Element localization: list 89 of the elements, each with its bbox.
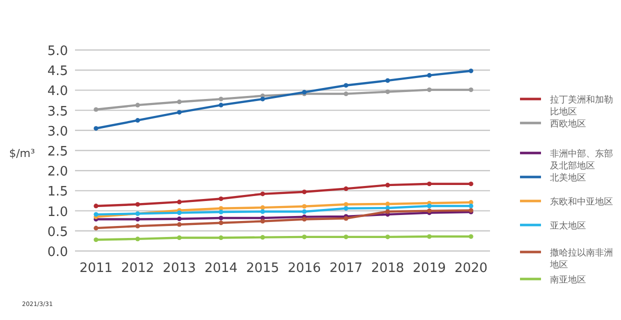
x-tick-label: 2015 bbox=[246, 261, 280, 276]
point bbox=[94, 212, 98, 217]
y-tick-label: 1.0 bbox=[47, 204, 68, 220]
legend-label: 拉丁美洲和加勒比地区 bbox=[550, 94, 613, 118]
point bbox=[427, 73, 432, 78]
point bbox=[260, 96, 265, 102]
point bbox=[427, 234, 432, 239]
point bbox=[468, 234, 474, 239]
point bbox=[260, 205, 265, 210]
point bbox=[344, 202, 348, 207]
x-tick-label: 2019 bbox=[412, 261, 446, 276]
y-tick-label: 2.0 bbox=[47, 164, 68, 180]
point bbox=[94, 107, 98, 112]
point bbox=[385, 209, 390, 214]
point bbox=[468, 204, 474, 208]
point bbox=[218, 210, 224, 214]
point bbox=[177, 100, 182, 104]
point bbox=[135, 102, 140, 108]
point bbox=[385, 202, 390, 206]
point bbox=[218, 96, 224, 102]
point bbox=[302, 209, 307, 214]
legend-label: 撒哈拉以南非洲地区 bbox=[549, 248, 613, 270]
point bbox=[427, 204, 432, 208]
point bbox=[344, 92, 348, 96]
point bbox=[344, 83, 348, 88]
point bbox=[218, 102, 224, 108]
point bbox=[385, 78, 390, 83]
point bbox=[135, 224, 140, 228]
point bbox=[427, 88, 432, 92]
point bbox=[260, 209, 265, 214]
point bbox=[94, 126, 98, 131]
point bbox=[385, 90, 390, 94]
y-axis-title: $/m³ bbox=[9, 147, 35, 160]
point bbox=[344, 234, 348, 240]
y-tick-label: 3.5 bbox=[47, 104, 68, 120]
point bbox=[468, 68, 474, 74]
y-tick-label: 2.5 bbox=[47, 144, 68, 160]
x-tick-label: 2013 bbox=[162, 261, 196, 276]
legend-label: 西欧地区 bbox=[550, 118, 586, 130]
y-tick-label: 0.5 bbox=[47, 224, 68, 240]
point bbox=[218, 216, 224, 220]
x-tick-label: 2011 bbox=[79, 261, 113, 276]
point bbox=[218, 235, 224, 240]
x-tick-label: 2018 bbox=[371, 261, 404, 276]
x-tick-label: 2020 bbox=[454, 261, 488, 276]
point bbox=[344, 186, 348, 191]
point bbox=[135, 236, 140, 242]
point bbox=[94, 237, 98, 242]
point bbox=[177, 200, 182, 204]
point bbox=[302, 234, 307, 240]
point bbox=[218, 220, 224, 226]
point bbox=[302, 204, 307, 209]
y-tick-label: 4.0 bbox=[47, 84, 68, 100]
point bbox=[385, 182, 390, 188]
legend-label: 非洲中部、东部及北部地区 bbox=[550, 148, 613, 172]
x-tick-label: 2014 bbox=[204, 261, 238, 276]
point bbox=[260, 192, 265, 196]
point bbox=[177, 216, 182, 222]
point bbox=[135, 118, 140, 123]
x-tick-label: 2017 bbox=[329, 261, 363, 276]
point bbox=[302, 190, 307, 194]
x-tick-label: 2012 bbox=[121, 261, 154, 276]
point bbox=[94, 226, 98, 230]
point bbox=[177, 110, 182, 115]
point bbox=[302, 216, 307, 222]
point bbox=[177, 235, 182, 240]
point bbox=[177, 210, 182, 216]
point bbox=[135, 202, 140, 207]
legend-label: 亚太地区 bbox=[550, 220, 586, 232]
point bbox=[344, 206, 348, 211]
point bbox=[218, 196, 224, 202]
point bbox=[260, 235, 265, 240]
point bbox=[177, 222, 182, 227]
y-tick-label: 0.0 bbox=[47, 245, 68, 260]
point bbox=[468, 182, 474, 186]
point bbox=[260, 218, 265, 224]
y-tick-label: 1.5 bbox=[47, 184, 68, 200]
y-tick-label: 5.0 bbox=[47, 44, 68, 59]
point bbox=[135, 216, 140, 222]
x-tick-label: 2016 bbox=[288, 261, 321, 276]
y-tick-label: 3.0 bbox=[47, 124, 68, 140]
legend-label: 东欧和中亚地区 bbox=[550, 196, 613, 208]
y-tick-label: 4.5 bbox=[47, 64, 68, 80]
legend-label: 北美地区 bbox=[550, 172, 586, 184]
point bbox=[468, 88, 474, 92]
point bbox=[94, 204, 98, 208]
legend-label: 南亚地区 bbox=[550, 274, 586, 286]
point bbox=[427, 182, 432, 186]
point bbox=[385, 234, 390, 240]
